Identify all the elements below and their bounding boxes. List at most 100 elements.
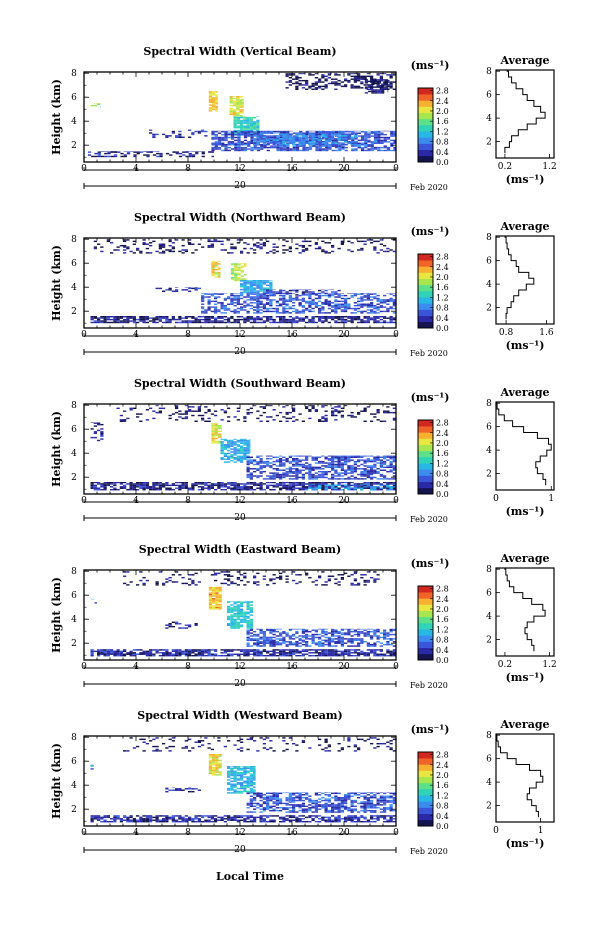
heatmap-cell bbox=[275, 133, 279, 134]
heatmap-cell bbox=[337, 584, 341, 586]
heatmap-cell bbox=[184, 486, 188, 488]
heatmap-cell bbox=[243, 125, 247, 127]
heatmap-cell bbox=[175, 136, 179, 138]
heatmap-cell bbox=[208, 94, 213, 96]
heatmap-cell bbox=[360, 75, 364, 78]
heatmap-cell bbox=[292, 633, 296, 636]
heatmap-cell bbox=[373, 476, 377, 479]
heatmap-cell bbox=[285, 486, 289, 488]
heatmap-cell bbox=[308, 145, 313, 147]
heatmap-cell bbox=[165, 483, 169, 485]
heatmap-cell bbox=[321, 628, 325, 630]
heatmap-cell bbox=[215, 91, 218, 92]
heatmap-cell bbox=[302, 145, 306, 147]
heatmap-cell bbox=[305, 642, 309, 644]
heatmap-cell bbox=[236, 129, 240, 132]
heatmap-cell bbox=[344, 303, 348, 305]
heatmap-cell bbox=[321, 483, 325, 485]
heatmap-cell bbox=[376, 410, 380, 412]
heatmap-cell bbox=[269, 484, 273, 487]
heatmap-cell bbox=[246, 466, 250, 469]
heatmap-cell bbox=[305, 468, 309, 470]
heatmap-cell bbox=[152, 317, 156, 319]
heatmap-cell bbox=[246, 291, 250, 294]
heatmap-cell bbox=[353, 578, 357, 580]
heatmap-cell bbox=[363, 296, 367, 298]
heatmap-cell bbox=[351, 149, 355, 152]
heatmap-cell bbox=[285, 75, 289, 78]
heatmap-cell bbox=[243, 601, 247, 603]
heatmap-cell bbox=[168, 135, 172, 137]
heatmap-cell bbox=[379, 321, 383, 324]
heatmap-cell bbox=[305, 131, 309, 133]
heatmap-cell bbox=[292, 484, 296, 487]
heatmap-cell bbox=[240, 448, 244, 450]
heatmap-cell bbox=[354, 138, 358, 140]
heatmap-cell bbox=[217, 572, 221, 575]
heatmap-cell bbox=[234, 148, 238, 150]
heatmap-cell bbox=[282, 317, 286, 319]
heatmap-cell bbox=[279, 143, 283, 146]
heatmap-cell bbox=[259, 312, 263, 314]
heatmap-cell bbox=[305, 483, 309, 485]
heatmap-cell bbox=[392, 487, 396, 489]
heatmap-cell bbox=[301, 133, 305, 136]
heatmap-cell bbox=[393, 148, 396, 150]
heatmap-cell bbox=[97, 320, 101, 322]
heatmap-cell bbox=[227, 307, 231, 310]
heatmap-cell bbox=[311, 321, 315, 324]
heatmap-cell bbox=[249, 623, 253, 625]
heatmap-cell bbox=[215, 592, 219, 594]
heatmap-cell bbox=[351, 145, 355, 147]
heatmap-cell bbox=[227, 610, 231, 612]
heatmap-cell bbox=[211, 429, 215, 431]
heatmap-cell bbox=[334, 478, 338, 480]
x-tick-label: 8 bbox=[185, 330, 191, 340]
heatmap-cell bbox=[269, 641, 273, 643]
heatmap-cell bbox=[321, 406, 325, 408]
heatmap-cell bbox=[184, 483, 188, 485]
heatmap-cell bbox=[240, 125, 244, 127]
heatmap-cell bbox=[243, 458, 247, 460]
heatmap-cell bbox=[220, 293, 224, 295]
heatmap-cell bbox=[215, 95, 218, 98]
heatmap-cell bbox=[318, 310, 322, 313]
heatmap-cell bbox=[262, 633, 266, 636]
heatmap-cell bbox=[236, 625, 240, 628]
heatmap-cell bbox=[188, 154, 192, 156]
heatmap-cell bbox=[175, 289, 179, 291]
heatmap-cell bbox=[340, 317, 344, 319]
heatmap-cell bbox=[279, 638, 283, 640]
heatmap-cell bbox=[171, 246, 175, 248]
heatmap-cell bbox=[295, 133, 299, 136]
heatmap-cell bbox=[116, 316, 120, 318]
heatmap-cell bbox=[390, 139, 394, 142]
heatmap-cell bbox=[341, 131, 345, 133]
heatmap-cell bbox=[305, 455, 309, 457]
heatmap-cell bbox=[295, 291, 299, 293]
heatmap-cell bbox=[350, 459, 354, 461]
heatmap-cell bbox=[262, 280, 266, 282]
heatmap-cell bbox=[194, 484, 198, 487]
heatmap-cell bbox=[253, 475, 257, 477]
heatmap-cell bbox=[381, 90, 385, 93]
heatmap-cell bbox=[197, 409, 201, 411]
heatmap-cell bbox=[344, 143, 348, 146]
heatmap-cell bbox=[292, 405, 296, 407]
heatmap-cell bbox=[211, 273, 215, 275]
heatmap-cell bbox=[285, 488, 289, 491]
heatmap-cell bbox=[344, 318, 348, 321]
heatmap-cell bbox=[269, 578, 273, 580]
heatmap-cell bbox=[262, 483, 266, 485]
heatmap-cell bbox=[340, 475, 344, 477]
heatmap-cell bbox=[318, 643, 322, 646]
heatmap-cell bbox=[314, 303, 318, 305]
heatmap-cell bbox=[227, 486, 231, 488]
heatmap-cell bbox=[272, 641, 276, 643]
heatmap-cell bbox=[360, 131, 365, 133]
heatmap-cell bbox=[377, 136, 381, 139]
heatmap-cell bbox=[370, 135, 374, 137]
heatmap-cell bbox=[212, 92, 216, 95]
heatmap-cell bbox=[383, 455, 387, 457]
heatmap-cell bbox=[315, 136, 319, 139]
